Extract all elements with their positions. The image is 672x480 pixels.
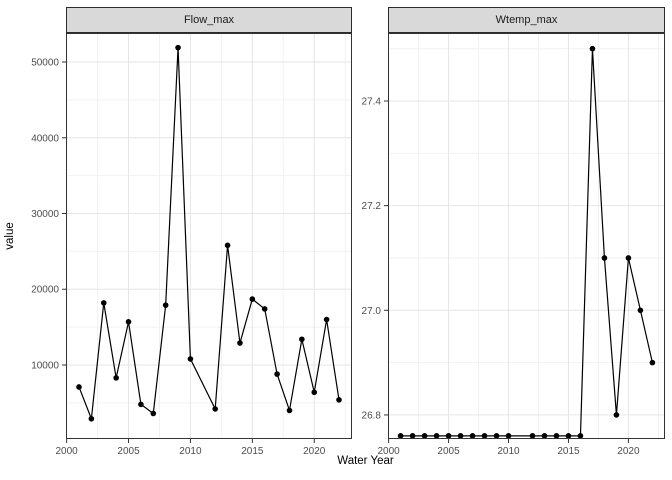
data-point [433,433,440,439]
data-point [286,407,293,414]
y-tick-label: 50000 [31,58,59,69]
facet-strip-flow-max-label: Flow_max [183,14,235,26]
data-point [457,433,464,439]
data-point [274,371,280,377]
data-point [162,302,169,308]
data-point [445,433,452,439]
facet-strip-wtemp-max: Wtemp_max [388,7,665,33]
data-point [529,433,536,439]
y-tick-label: 27.2 [362,201,382,212]
x-tick-label: 2010 [179,446,202,457]
data-point [113,375,119,381]
panel-border [66,33,352,439]
x-tick-label: 2020 [303,446,326,457]
facet-strip-flow-max: Flow_max [66,7,352,33]
data-point [409,433,416,439]
data-point [323,316,330,323]
y-tick-label: 27.4 [362,97,382,108]
data-point [175,44,181,51]
data-point [565,433,572,439]
y-tick-label: 30000 [31,209,59,220]
x-tick-label: 2005 [117,446,140,457]
data-point [150,410,157,417]
data-point [553,433,560,439]
x-tick-label: 2000 [377,446,400,457]
data-point [261,306,268,312]
data-point [237,340,243,346]
data-point [505,433,512,439]
data-point [481,433,488,439]
data-point [649,359,656,366]
facet-panel-Wtemp_max: 26.8 27.0 27.2 27.4 2000 2005 2010 2015 2020 [362,33,665,457]
data-point [187,356,194,362]
data-point [589,45,596,52]
x-tick-label: 2020 [617,446,640,457]
x-tick-label: 2005 [437,446,460,457]
data-point [625,255,632,261]
data-point [421,433,428,439]
data-point [493,433,500,439]
data-point [249,296,256,302]
data-point [469,433,476,439]
y-tick-label: 10000 [31,360,59,371]
y-tick-label: 27.0 [362,306,382,317]
panel-border [388,33,665,439]
data-point [212,406,218,412]
x-tick-label: 2000 [55,446,78,457]
data-point [299,336,305,343]
data-point [88,415,95,422]
panel-background [66,33,352,439]
data-point [100,300,107,306]
x-tick-label: 2010 [497,446,520,457]
data-point [76,384,82,390]
x-tick-label: 2015 [557,446,580,457]
data-point [336,397,342,403]
x-tick-label: 2015 [241,446,264,457]
data-point [637,307,644,314]
data-point [311,389,318,396]
data-point [541,433,548,439]
data-point [613,412,620,418]
y-tick-label: 40000 [31,133,59,144]
facet-strip-wtemp-max-label: Wtemp_max [495,14,558,26]
panel-background [388,33,665,439]
facet-panel-Flow_max: 10000 20000 30000 40000 50000 2000 2005 2010 201… [31,33,352,457]
y-tick-label: 26.8 [362,410,382,421]
y-tick-label: 20000 [31,285,59,296]
data-point [138,401,144,408]
data-point [224,242,231,249]
x-axis-title: Water Year [337,455,394,467]
data-point [601,255,608,261]
data-point [125,319,132,325]
data-point [577,433,584,439]
data-point [397,433,404,439]
